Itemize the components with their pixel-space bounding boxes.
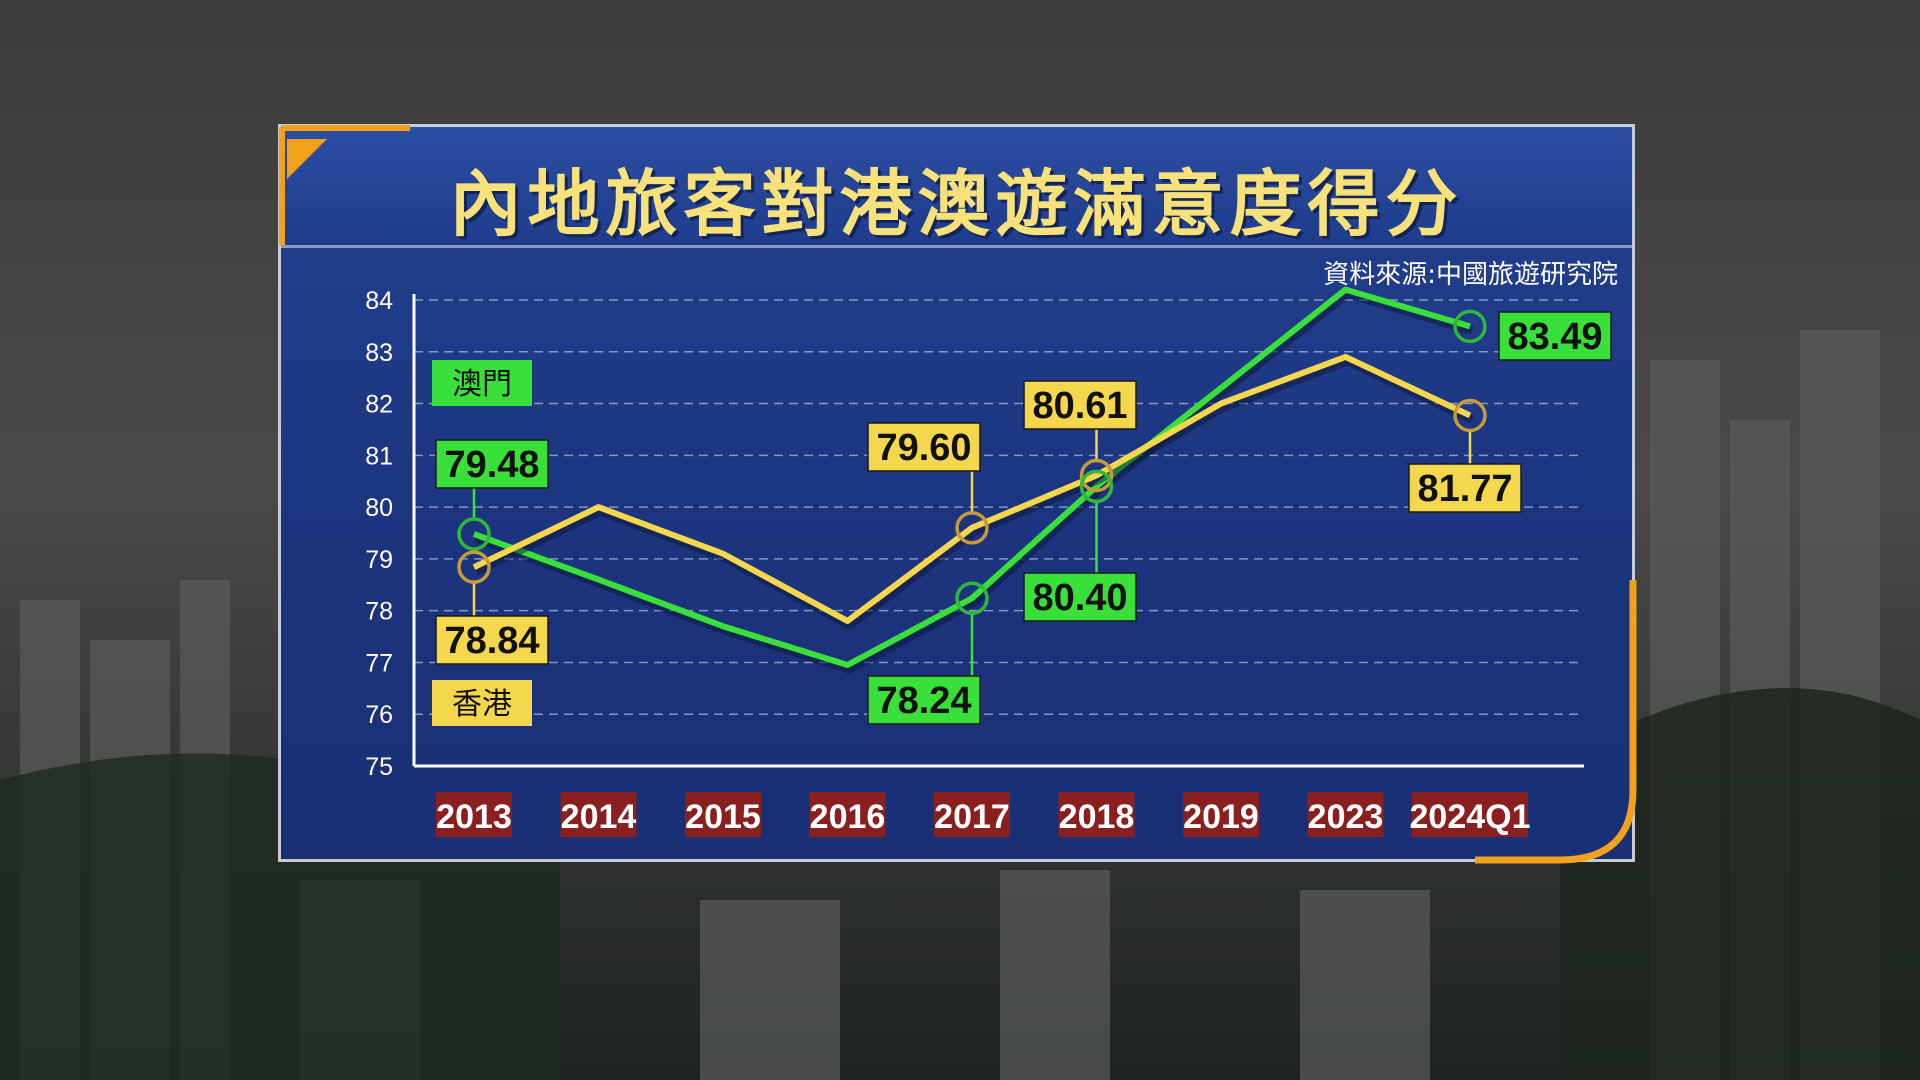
x-tick-label: 2013 [436,798,512,836]
data-point-marker [1453,309,1487,344]
x-label-box [1412,792,1528,837]
x-tick-label: 2016 [810,798,886,836]
data-label-box [867,675,981,725]
data-point-marker [1079,458,1114,493]
x-tick-label: 2024Q1 [1410,798,1531,836]
data-point-marker [457,550,491,584]
x-label-box [1058,792,1135,837]
data-label-box [1498,311,1612,361]
x-label-box [560,792,637,837]
data-point-marker [1079,469,1114,504]
legend-label: 澳門 [452,367,512,402]
y-tick-label: 75 [365,753,393,781]
data-label-box [435,439,549,489]
x-tick-label: 2019 [1183,798,1259,836]
data-point-marker [457,517,491,551]
x-label-box [934,792,1010,837]
data-label-box [435,615,549,665]
x-label-box [809,792,886,837]
data-label: 78.84 [444,620,539,662]
data-label: 83.49 [1507,316,1602,358]
data-label: 80.40 [1032,577,1127,619]
x-label-box [1183,792,1259,837]
data-label: 78.24 [876,680,971,722]
x-label-box [1307,792,1384,837]
y-tick-label: 83 [365,339,393,367]
data-label: 79.60 [876,427,971,469]
series-line-hongkong [472,353,1472,625]
y-tick-label: 77 [365,649,393,677]
x-tick-label: 2023 [1308,798,1384,836]
data-point-marker [1453,398,1487,433]
y-tick-label: 82 [365,391,393,419]
x-label-box [436,792,512,837]
data-label-box [1023,572,1137,622]
y-tick-label: 84 [365,287,393,315]
y-tick-label: 79 [365,546,393,574]
legend-box [432,360,532,406]
data-label: 80.61 [1032,385,1127,427]
corner-accent [287,139,327,179]
x-label-box [685,792,761,837]
series-line-macau [472,286,1471,669]
y-tick-label: 76 [365,701,393,729]
x-tick-label: 2017 [934,798,1010,836]
y-tick-label: 80 [365,494,393,522]
legend-box [432,680,532,726]
data-label-box [867,422,981,472]
data-point-marker [955,511,989,545]
series-line-shadow [474,289,1474,674]
source-note: 資料來源:中國旅遊研究院 [1323,260,1618,290]
y-tick-label: 78 [365,598,393,626]
data-label-box [1023,380,1137,430]
x-tick-label: 2018 [1059,798,1135,836]
data-point-marker [955,581,989,615]
data-label: 81.77 [1417,468,1512,510]
title-bar: 內地旅客對港澳遊滿意度得分 [281,127,1632,248]
data-label: 79.48 [444,444,539,486]
x-tick-label: 2015 [685,798,761,836]
legend-label: 香港 [452,687,512,722]
corner-frame-bottom-right [1475,580,1637,864]
series-line-shadow [474,356,1474,630]
y-tick-label: 81 [365,442,393,470]
corner-frame-top-left [279,125,410,245]
chart-title: 內地旅客對港澳遊滿意度得分 [449,162,1464,246]
x-tick-label: 2014 [561,798,637,836]
data-label-box [1408,463,1522,513]
